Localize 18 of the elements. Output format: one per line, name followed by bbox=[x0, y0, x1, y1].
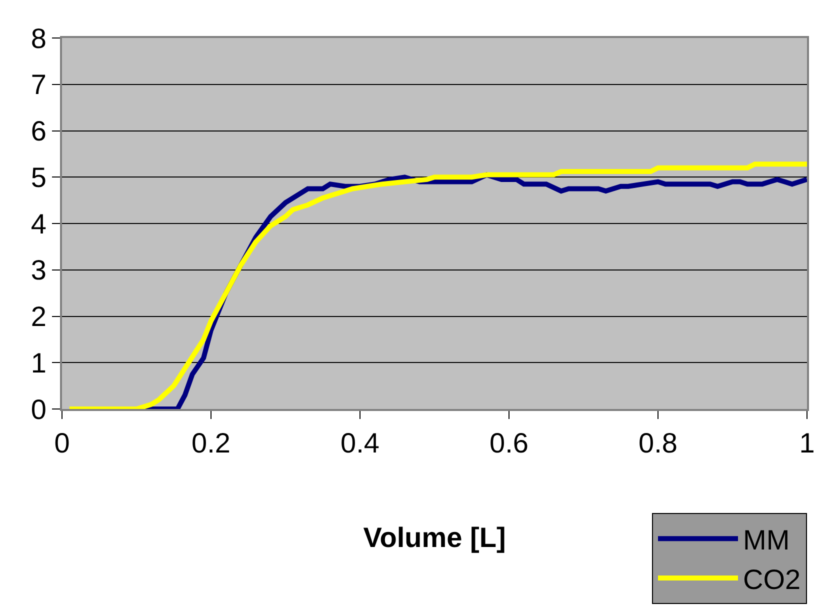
y-tick-label: 3 bbox=[30, 254, 46, 286]
x-tick-label: 1 bbox=[799, 428, 815, 459]
x-tick-label: 0.6 bbox=[490, 428, 528, 459]
x-tick-label: 0.2 bbox=[192, 428, 230, 459]
y-tick-label: 1 bbox=[30, 347, 46, 378]
y-tick-label: 2 bbox=[30, 301, 46, 332]
y-tick-label: 8 bbox=[30, 22, 46, 54]
x-tick-label: 0 bbox=[54, 428, 70, 459]
x-axis-title: Volume [L] bbox=[363, 522, 506, 554]
y-tick-label: 0 bbox=[30, 394, 46, 425]
y-tick-label: 7 bbox=[30, 69, 46, 100]
y-tick-label: 4 bbox=[30, 208, 46, 240]
x-tick-label: 0.4 bbox=[340, 428, 380, 459]
legend-label: MM bbox=[743, 524, 790, 556]
y-tick-label: 6 bbox=[30, 116, 46, 147]
y-tick-label: 5 bbox=[30, 162, 46, 193]
x-tick-label: 0.8 bbox=[638, 428, 678, 459]
legend-label: CO2 bbox=[743, 564, 801, 595]
